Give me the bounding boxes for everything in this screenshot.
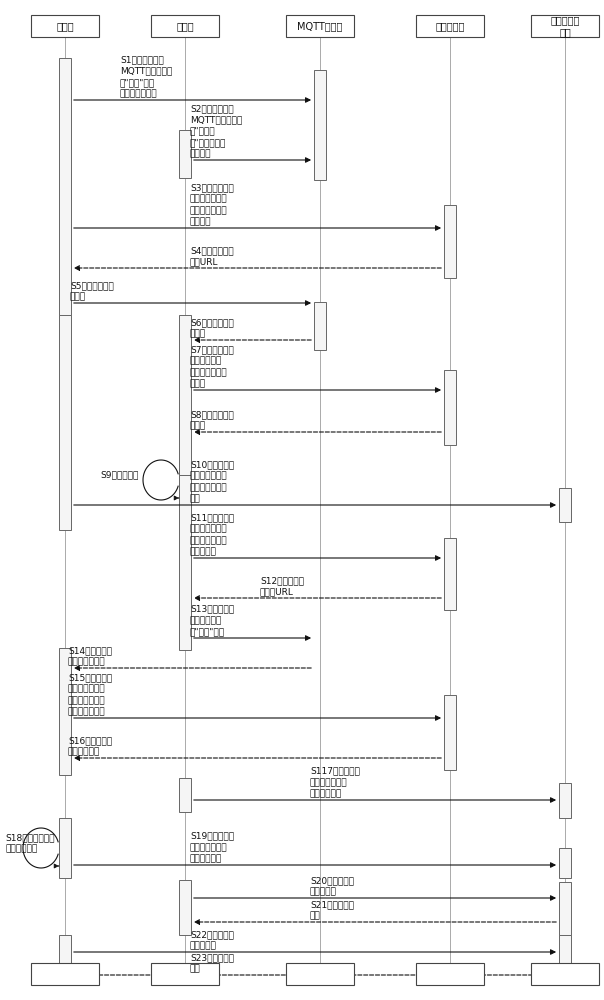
Text: S21、返回统计
结果: S21、返回统计 结果 bbox=[310, 900, 354, 920]
Bar bbox=[314, 302, 326, 350]
Text: S13、学生端将
作答信息发布
至"教师"话题: S13、学生端将 作答信息发布 至"教师"话题 bbox=[190, 605, 234, 636]
Text: S2、学生端登录
MQTT服务器，订
阅"全部学
生"话题并开始
监听消息: S2、学生端登录 MQTT服务器，订 阅"全部学 生"话题并开始 监听消息 bbox=[190, 105, 242, 158]
Text: 教师端: 教师端 bbox=[56, 21, 74, 31]
Text: S3、若试题为图
片格式则上传题
目图片文件至文
件服务器: S3、若试题为图 片格式则上传题 目图片文件至文 件服务器 bbox=[190, 184, 234, 226]
Bar bbox=[286, 15, 354, 37]
Bar bbox=[416, 963, 484, 985]
Text: S117、将学生作
答信息上传至数
据统计服务器: S117、将学生作 答信息上传至数 据统计服务器 bbox=[310, 767, 360, 798]
Text: S23、返回统计
结果: S23、返回统计 结果 bbox=[190, 953, 234, 973]
Text: S18、教师观察学
生答案并评分: S18、教师观察学 生答案并评分 bbox=[5, 833, 54, 853]
Text: S8、返回试题图
片数据: S8、返回试题图 片数据 bbox=[190, 410, 234, 430]
Bar bbox=[59, 315, 71, 530]
Bar bbox=[444, 695, 456, 770]
Bar bbox=[416, 15, 484, 37]
Bar bbox=[559, 882, 571, 935]
Bar bbox=[179, 315, 191, 475]
Bar bbox=[31, 963, 99, 985]
Bar bbox=[444, 370, 456, 445]
Bar bbox=[59, 935, 71, 985]
Bar bbox=[559, 783, 571, 818]
Text: S10、教师端将
试题分发信息上
传至数据统计服
务器: S10、教师端将 试题分发信息上 传至数据统计服 务器 bbox=[190, 461, 234, 503]
Text: S9、学生作答: S9、学生作答 bbox=[100, 471, 138, 480]
Bar bbox=[314, 70, 326, 180]
Text: S11、若作答结
果为图片格式则
上传作答图片至
文件服务器: S11、若作答结 果为图片格式则 上传作答图片至 文件服务器 bbox=[190, 514, 234, 556]
Bar bbox=[444, 538, 456, 610]
Text: S4、返回题目图
片的URL: S4、返回题目图 片的URL bbox=[190, 246, 234, 266]
Bar bbox=[59, 648, 71, 775]
Text: S20、学生端查
看统计结果: S20、学生端查 看统计结果 bbox=[310, 876, 354, 896]
Bar bbox=[559, 488, 571, 522]
Text: S12、返回作答
图片的URL: S12、返回作答 图片的URL bbox=[260, 576, 304, 596]
Text: S22、教师端查
看统计结果: S22、教师端查 看统计结果 bbox=[190, 930, 234, 950]
Text: S19、将教师评
分信息上传至数
据统计服务器: S19、将教师评 分信息上传至数 据统计服务器 bbox=[190, 832, 234, 863]
Text: S16、返回学生
作答图片数据: S16、返回学生 作答图片数据 bbox=[68, 736, 112, 756]
Bar bbox=[531, 15, 599, 37]
Bar bbox=[531, 963, 599, 985]
Bar bbox=[31, 15, 99, 37]
Text: 学生端: 学生端 bbox=[176, 21, 194, 31]
Text: S15、若学生相
到结果为图片格
式则发起下载学
生作答图片请求: S15、若学生相 到结果为图片格 式则发起下载学 生作答图片请求 bbox=[68, 674, 112, 716]
Bar bbox=[59, 818, 71, 878]
Text: S5、教师发送题
目信息: S5、教师发送题 目信息 bbox=[70, 281, 114, 301]
Text: 文件服务器: 文件服务器 bbox=[435, 21, 464, 31]
Bar bbox=[559, 935, 571, 985]
Text: 数据统计服
务器: 数据统计服 务器 bbox=[550, 15, 580, 37]
Text: S6、学生收到题
目信息: S6、学生收到题 目信息 bbox=[190, 318, 234, 338]
Bar bbox=[179, 880, 191, 935]
Bar bbox=[286, 963, 354, 985]
Text: MQTT服务器: MQTT服务器 bbox=[297, 21, 342, 31]
Bar bbox=[179, 475, 191, 650]
Bar bbox=[179, 130, 191, 178]
Bar bbox=[559, 848, 571, 878]
Bar bbox=[151, 963, 219, 985]
Bar bbox=[179, 778, 191, 812]
Text: S14、教师端收
到学生作答结果: S14、教师端收 到学生作答结果 bbox=[68, 646, 112, 666]
Text: S7、若分发的试
题为图片式则
发起下载试题图
片请求: S7、若分发的试 题为图片式则 发起下载试题图 片请求 bbox=[190, 346, 234, 388]
Text: S1、教师端登录
MQTT服务器，订
阅"教师"话题
并开始监听消息: S1、教师端登录 MQTT服务器，订 阅"教师"话题 并开始监听消息 bbox=[120, 56, 172, 98]
Bar bbox=[59, 58, 71, 315]
Bar bbox=[151, 15, 219, 37]
Bar bbox=[444, 205, 456, 278]
